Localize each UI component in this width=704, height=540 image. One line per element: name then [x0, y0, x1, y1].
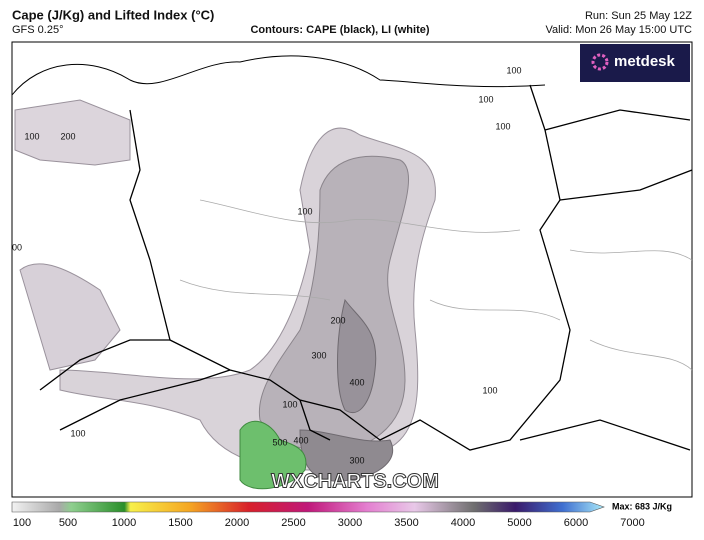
contour-label: 00: [12, 242, 22, 252]
cape-area: [14, 99, 131, 166]
logo-box: [580, 44, 690, 82]
colorbar-max: Max: 683 J/Kg: [612, 501, 672, 511]
colorbar-tick-label: 4000: [451, 517, 475, 529]
colorbar-tick-label: 5000: [507, 517, 531, 529]
colorbar-tick-label: 1500: [168, 517, 192, 529]
contour-label: 100: [506, 65, 521, 75]
colorbar-tick-label: 3500: [394, 517, 418, 529]
contour-label: 100: [478, 94, 493, 104]
colorbar-tick-label: 1000: [112, 517, 136, 529]
contour-label: 100: [70, 428, 85, 438]
border: [39, 109, 693, 451]
contour-label: 400: [293, 435, 308, 445]
watermark: WXCHARTS.COM: [271, 470, 439, 492]
title: Cape (J/Kg) and Lifted Index (°C): [12, 7, 214, 22]
colorbar-tick-label: 500: [59, 517, 77, 529]
cape-area: [337, 298, 377, 413]
contour-label: 100: [495, 121, 510, 131]
contour-label: 400: [349, 377, 364, 387]
colorbar-scale: [11, 501, 605, 513]
logo-icon: [591, 53, 609, 71]
coastline: [11, 55, 546, 96]
contour-label: 200: [330, 315, 345, 325]
cape-area: [19, 263, 121, 371]
colorbar-tick-label: 2000: [225, 517, 249, 529]
model: GFS 0.25°: [12, 24, 63, 36]
contour-label: 500: [272, 437, 287, 447]
colorbar-tick-label: 6000: [564, 517, 588, 529]
colorbar-tick-label: 100: [13, 517, 31, 529]
contour-label: 100: [297, 206, 312, 216]
contours-note: Contours: CAPE (black), LI (white): [250, 24, 429, 36]
run-time: Run: Sun 25 May 12Z: [585, 10, 692, 22]
border: [129, 84, 571, 451]
contour-label: 200: [60, 131, 75, 141]
cape-area: [299, 429, 393, 482]
contour-label: 100: [24, 131, 39, 141]
cape-green-area: [239, 420, 307, 490]
colorbar-tick-label: 7000: [620, 517, 644, 529]
colorbar-tick-label: 3000: [338, 517, 362, 529]
contour-labels: 100 200 100 100 100 100 00 200 300 400 100 500 400 30…: [12, 65, 522, 465]
contour-label: 100: [282, 399, 297, 409]
map: 100 200 100 100 100 100 00 200 300 400 100 500 400 30…: [11, 41, 693, 498]
contour-label: 300: [311, 350, 326, 360]
valid-time: Valid: Mon 26 May 15:00 UTC: [545, 24, 692, 36]
contour-label: 300: [349, 455, 364, 465]
river: [179, 199, 693, 371]
colorbar-ticks: 100 500 1000 1500 2000 2500 3000 3500 4000 5000 60…: [13, 517, 645, 529]
logo: metdesk: [614, 53, 676, 70]
colorbar: 100 500 1000 1500 2000 2500 3000 3500 4000 5000 60…: [11, 501, 672, 529]
contour-label: 100: [482, 385, 497, 395]
colorbar-tick-label: 2500: [281, 517, 305, 529]
